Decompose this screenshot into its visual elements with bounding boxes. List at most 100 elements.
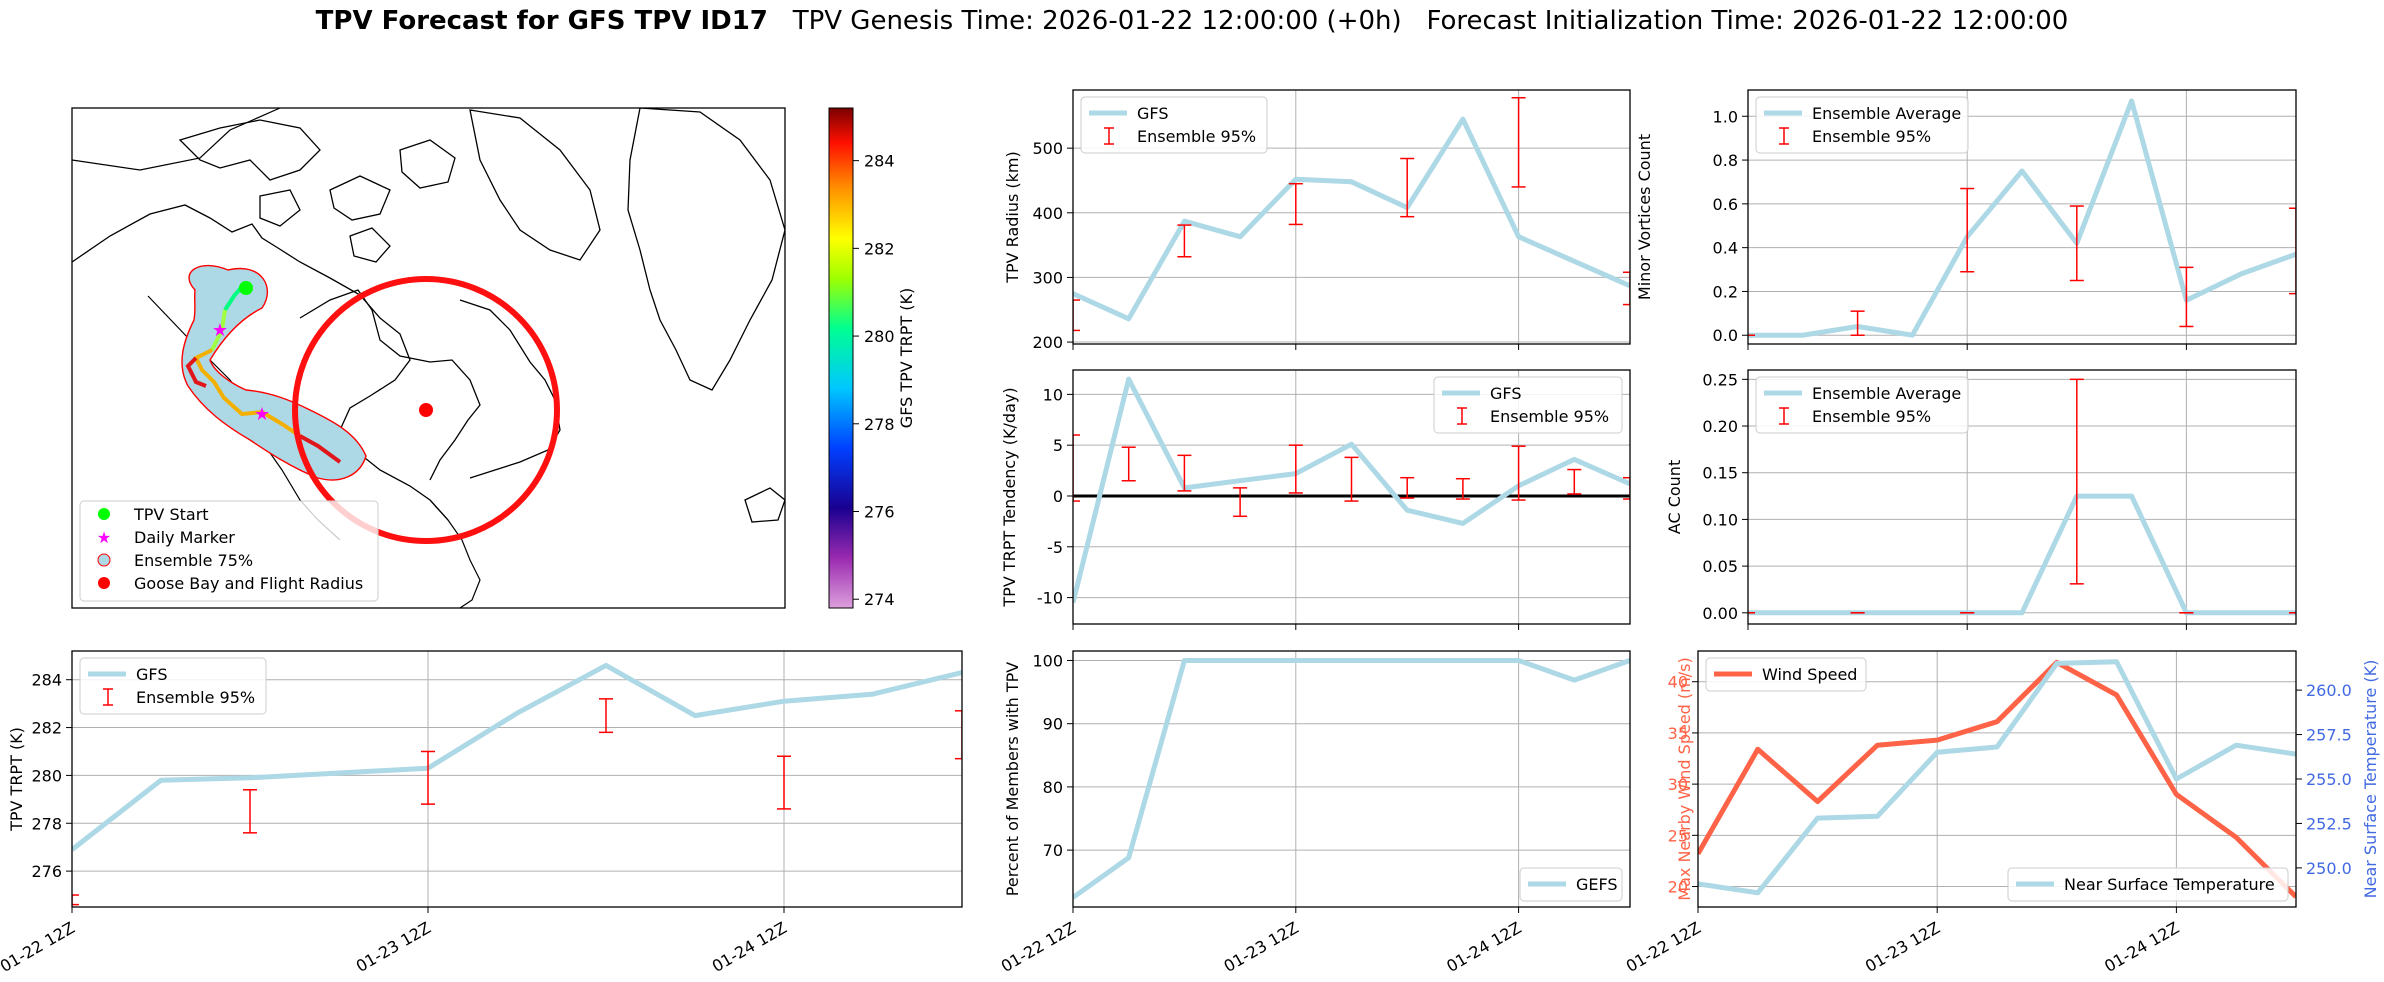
minor-legend-box: [1755, 96, 1969, 154]
wind_temp-legend2-box: [2007, 867, 2289, 902]
trpt-legend-label-0: GFS: [136, 665, 167, 684]
legend-daily-marker-icon: ★: [97, 528, 111, 547]
members-ylabel: Percent of Members with TPV: [1003, 662, 1022, 896]
tendency-legend-box: [1433, 376, 1623, 434]
radius-ytick-label-2: 400: [1032, 204, 1063, 223]
radius-plot-area: [1073, 97, 1630, 332]
init-time: Forecast Initialization Time: 2026-01-22…: [1426, 6, 2069, 36]
daily-marker-1: ★: [212, 320, 228, 341]
members-ytick-label-0: 70: [1043, 841, 1063, 860]
coastline-greenland: [627, 108, 785, 391]
chart-radius: 200 300 400 500 TPV Radius (km) GFS Ensemble 9…: [1003, 89, 1631, 352]
radius-ytick-label-1: 300: [1032, 268, 1063, 287]
ac-ytick-label-0: 0.00: [1702, 604, 1738, 623]
colorbar-tick-label-4: 282: [864, 239, 895, 258]
radius-legend-box: [1080, 96, 1268, 154]
members-xtick-label-2: 01-24 12Z: [1443, 918, 1524, 976]
tendency-ylabel: TPV TRPT Tendency (K/day): [1000, 387, 1019, 607]
tendency-ytick-label-0: -10: [1037, 589, 1063, 608]
coastline-western-canada: [72, 204, 449, 521]
tendency-ytick-label-4: 10: [1043, 385, 1063, 404]
minor-ytick-label-4: 0.8: [1713, 151, 1738, 170]
minor-ytick-label-2: 0.4: [1713, 239, 1738, 258]
figure-title: TPV Forecast for GFS TPV ID17 TPV Genesi…: [0, 6, 2384, 36]
wind_temp-y2tick-label-3: 257.5: [2306, 726, 2352, 745]
legend-tpv-start: TPV Start: [133, 505, 209, 524]
wind_temp-y2tick-label-1: 252.5: [2306, 814, 2352, 833]
members-series-0: [1073, 658, 1630, 900]
trpt-ytick-label-0: 276: [31, 862, 62, 881]
daily-marker-2: ★: [254, 404, 270, 425]
wind_temp-ytick-label-4: 40: [1668, 673, 1688, 692]
trpt-xtick-label-1: 01-23 12Z: [353, 918, 434, 976]
trpt-ytick-label-1: 278: [31, 814, 62, 833]
members-ytick-label-2: 90: [1043, 715, 1063, 734]
chart-ac: 0.00 0.05 0.10 0.15 0.20 0.25 AC Count Ensemble…: [1665, 369, 2297, 630]
tendency-ytick-label-2: 0: [1053, 487, 1063, 506]
minor-ytick-label-3: 0.6: [1713, 195, 1738, 214]
genesis-time: TPV Genesis Time: 2026-01-22 12:00:00 (+…: [792, 6, 1402, 36]
trpt-ytick-label-2: 280: [31, 766, 62, 785]
ac-ylabel: AC Count: [1665, 460, 1684, 534]
radius-ylabel: TPV Radius (km): [1003, 151, 1022, 284]
tendency-legend-label-1: Ensemble 95%: [1490, 407, 1609, 426]
wind_temp-y2tick-label-4: 260.0: [2306, 681, 2352, 700]
coastline-east: [429, 499, 481, 608]
wind_temp-y2tick-label-2: 255.0: [2306, 770, 2352, 789]
minor-ytick-label-1: 0.2: [1713, 282, 1738, 301]
ac-ytick-label-2: 0.10: [1702, 510, 1738, 529]
tendency-ytick-label-3: 5: [1053, 436, 1063, 455]
tendency-series-0: [1073, 376, 1630, 604]
trpt-xtick-label-2: 01-24 12Z: [709, 918, 790, 976]
wind_temp-ytick-label-0: 20: [1668, 878, 1688, 897]
ac-ytick-label-1: 0.05: [1702, 557, 1738, 576]
track-segment-3: [193, 348, 302, 438]
members-legend-box: [1519, 867, 1623, 902]
wind_temp-ytick-label-2: 30: [1668, 775, 1688, 794]
chart-tendency: -10 -5 0 5 10 TPV TRPT Tendency (K/day) GFS Ens…: [1000, 369, 1631, 630]
ac-ytick-label-3: 0.15: [1702, 464, 1738, 483]
trpt-frame: [71, 650, 963, 908]
ac-ytick-label-4: 0.20: [1702, 417, 1738, 436]
tendency-frame: [1072, 369, 1631, 625]
goose-bay-marker: [419, 403, 433, 417]
trpt-ylabel: TPV TRPT (K): [7, 727, 26, 832]
map-legend-box: [79, 500, 379, 602]
ac-frame: [1747, 369, 2297, 625]
minor-series-0: [1748, 98, 2296, 338]
tendency-plot-area: [1073, 376, 1630, 604]
coastline-iceland: [744, 487, 785, 523]
wind_temp-xtick-label-2: 01-24 12Z: [2101, 918, 2182, 976]
ac-plot-area: [1748, 378, 2296, 616]
minor-ylabel: Minor Vortices Count: [1635, 134, 1654, 300]
wind_temp-ytick-label-3: 35: [1668, 724, 1688, 743]
map-panel: ★ ★ TPV Start ★ Daily Marker Ensemble 75…: [71, 107, 786, 609]
legend-goose-bay: Goose Bay and Flight Radius: [134, 574, 363, 593]
coastline-arctic-islands: [178, 109, 601, 263]
ensemble-75-region: [181, 264, 367, 481]
ac-legend-box: [1755, 376, 1969, 434]
ac-ytick-label-5: 0.25: [1702, 370, 1738, 389]
trpt-legend-box: [79, 657, 267, 715]
ac-legend-label-0: Ensemble Average: [1812, 384, 1961, 403]
legend-ensemble-icon: [97, 553, 111, 567]
wind_temp-legend-label-0: Wind Speed: [1762, 665, 1857, 684]
flight-radius-circle: [292, 276, 560, 544]
members-legend-label-0: GEFS: [1576, 875, 1618, 894]
trpt-plot-area: [72, 662, 962, 906]
trpt-xtick-label-0: 01-22 12Z: [0, 918, 78, 976]
ac-series-0: [1748, 493, 2296, 616]
radius-legend-label-1: Ensemble 95%: [1137, 127, 1256, 146]
colorbar-tick-label-2: 278: [864, 415, 895, 434]
legend-goose-bay-icon: [98, 577, 110, 589]
tpv-start-marker: [239, 281, 253, 295]
chart-minor: 0.0 0.2 0.4 0.6 0.8 1.0 Minor Vortices Count En…: [1635, 89, 2297, 350]
members-xtick-label-0: 01-22 12Z: [998, 918, 1079, 976]
wind_temp-legend-box: [1705, 657, 1867, 692]
chart-trpt: 276 278 280 282 284 TPV TRPT (K) 01-22 12Z 01-2…: [0, 650, 963, 976]
wind_temp-series-0: [1698, 659, 2296, 899]
wind_temp-y2tick-label-0: 250.0: [2306, 859, 2352, 878]
minor-frame: [1747, 89, 2297, 345]
members-frame: [1072, 650, 1631, 908]
